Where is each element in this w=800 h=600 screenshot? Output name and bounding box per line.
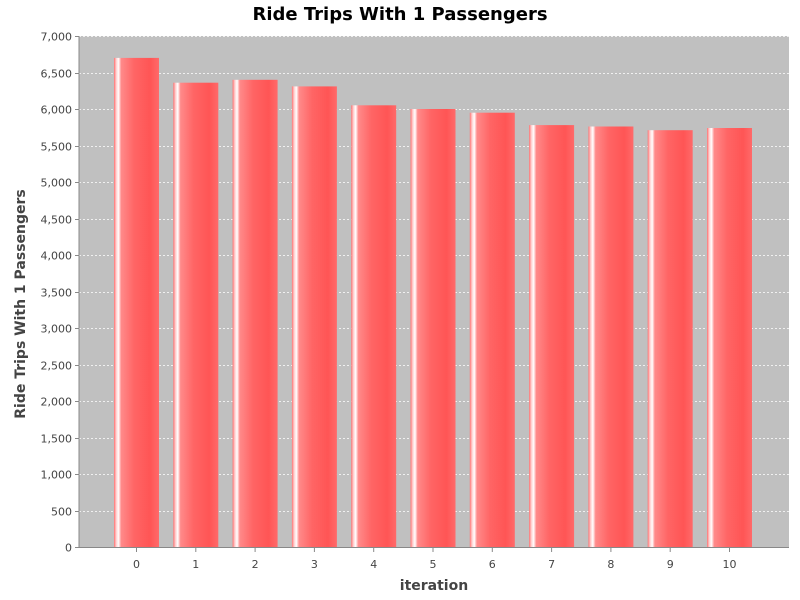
y-tick-label: 5,000: [41, 177, 73, 190]
bars: [114, 57, 752, 548]
bar-4: [351, 105, 397, 548]
bar-0: [114, 57, 159, 548]
x-tick-label: 2: [252, 558, 259, 571]
x-tick-label: 5: [430, 558, 437, 571]
x-axis-ticks: 0 1 2 3 4 5 6 7 8 9 10: [133, 548, 737, 571]
bar-1: [173, 82, 219, 547]
y-tick-label: 2,500: [41, 360, 73, 373]
x-tick-label: 6: [489, 558, 496, 571]
x-axis-label: iteration: [400, 578, 468, 594]
bar-9: [647, 130, 693, 547]
y-axis-label: Ride Trips With 1 Passengers: [13, 189, 29, 419]
y-tick-label: 1,500: [41, 433, 73, 446]
y-tick-label: 2,000: [41, 396, 73, 409]
bar-5: [410, 109, 456, 547]
y-tick-label: 500: [51, 506, 72, 519]
bar-6: [469, 112, 515, 547]
bar-2: [232, 79, 278, 548]
y-tick-label: 7,000: [41, 31, 73, 44]
x-tick-label: 3: [311, 558, 318, 571]
x-tick-label: 10: [723, 558, 737, 571]
bar-8: [588, 126, 634, 547]
chart-title: Ride Trips With 1 Passengers: [252, 4, 547, 25]
y-tick-label: 0: [65, 542, 72, 555]
x-tick-label: 9: [667, 558, 674, 571]
y-tick-label: 5,500: [41, 141, 73, 154]
x-tick-label: 8: [607, 558, 614, 571]
y-tick-label: 6,500: [41, 68, 73, 81]
x-tick-label: 4: [370, 558, 377, 571]
bar-10: [707, 128, 752, 547]
x-tick-label: 1: [192, 558, 199, 571]
x-tick-label: 0: [133, 558, 140, 571]
bar-3: [291, 86, 337, 548]
bar-7: [529, 125, 575, 547]
y-tick-label: 4,500: [41, 214, 73, 227]
y-axis-ticks: 0 500 1,000 1,500 2,000 2,500 3,000 3,500 4,000 4…: [41, 31, 79, 555]
y-tick-label: 3,500: [41, 287, 73, 300]
x-tick-label: 7: [548, 558, 555, 571]
y-tick-label: 3,000: [41, 323, 73, 336]
y-tick-label: 4,000: [41, 250, 73, 263]
y-tick-label: 1,000: [41, 469, 73, 482]
y-tick-label: 6,000: [41, 104, 73, 117]
